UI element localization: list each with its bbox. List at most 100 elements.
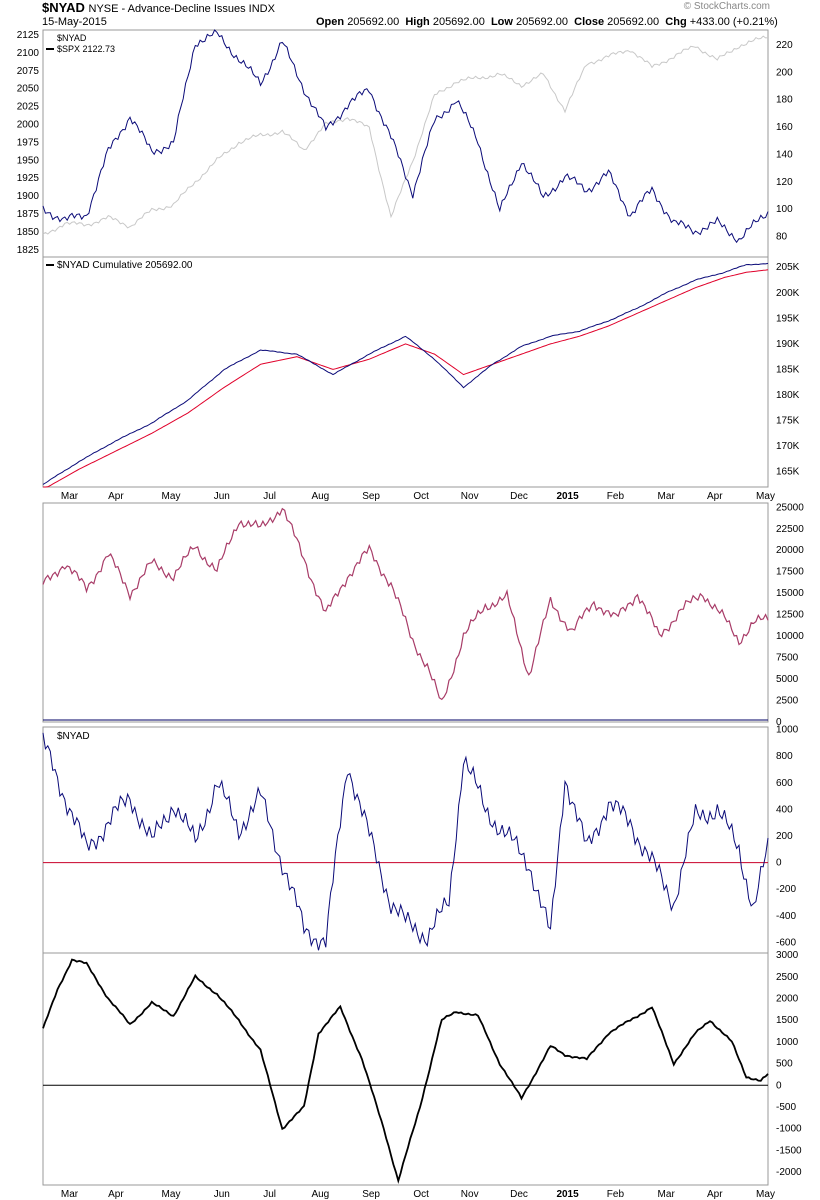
ohlc-line: Open 205692.00 High 205692.00 Low 205692… bbox=[316, 16, 778, 28]
osc2-tick-label: 200 bbox=[776, 831, 793, 842]
osc3-tick-label: 3000 bbox=[776, 950, 799, 961]
cumulative-tick-label: 205K bbox=[776, 262, 800, 273]
mid-x-label: Oct bbox=[413, 491, 429, 502]
osc2-tick-label: 0 bbox=[776, 858, 782, 869]
chg-value: +433.00 (+0.21%) bbox=[689, 16, 778, 28]
mid-x-label: Dec bbox=[510, 491, 528, 502]
left-tick-label: 2100 bbox=[17, 48, 40, 59]
osc3-line bbox=[42, 958, 769, 1185]
high-label: High bbox=[405, 16, 430, 28]
low-value: 205692.00 bbox=[516, 16, 569, 28]
mid-x-label: Jul bbox=[263, 491, 276, 502]
right-tick-label: 120 bbox=[776, 177, 793, 188]
osc3-tick-label: 2000 bbox=[776, 994, 799, 1005]
bottom-x-label: Jun bbox=[214, 1189, 230, 1200]
osc3-tick-label: -500 bbox=[776, 1102, 796, 1113]
bottom-x-label: Mar bbox=[61, 1189, 79, 1200]
bottom-x-label: Oct bbox=[413, 1189, 429, 1200]
bottom-x-label: May bbox=[162, 1189, 181, 1200]
osc1-tick-label: 12500 bbox=[776, 610, 804, 621]
bottom-x-label: Mar bbox=[658, 1189, 676, 1200]
right-tick-label: 80 bbox=[776, 231, 788, 242]
bottom-x-label: May bbox=[756, 1189, 775, 1200]
bottom-x-label: Apr bbox=[108, 1189, 124, 1200]
osc3-tick-label: -1000 bbox=[776, 1124, 802, 1135]
left-tick-label: 1900 bbox=[17, 191, 40, 202]
panel-frame-3 bbox=[42, 502, 769, 723]
osc2-tick-label: 800 bbox=[776, 751, 793, 762]
right-tick-label: 220 bbox=[776, 40, 793, 51]
left-tick-label: 1825 bbox=[17, 245, 40, 256]
high-value: 205692.00 bbox=[432, 16, 485, 28]
osc3-tick-label: -2000 bbox=[776, 1167, 802, 1178]
description: NYSE - Advance-Decline Issues INDX bbox=[88, 3, 275, 15]
osc1-tick-label: 5000 bbox=[776, 674, 799, 685]
cumulative-tick-label: 170K bbox=[776, 441, 800, 452]
osc2-tick-label: -600 bbox=[776, 937, 796, 948]
cumulative-ma-line bbox=[43, 269, 769, 488]
osc1-tick-label: 10000 bbox=[776, 631, 804, 642]
legend-cumulative: $NYAD Cumulative 205692.00 bbox=[57, 260, 193, 271]
bottom-x-label: Aug bbox=[311, 1189, 329, 1200]
watermark: © StockCharts.com bbox=[683, 1, 770, 12]
cumulative-tick-label: 165K bbox=[776, 467, 800, 478]
cumulative-tick-label: 200K bbox=[776, 288, 800, 299]
open-value: 205692.00 bbox=[347, 16, 400, 28]
mid-x-label: May bbox=[756, 491, 775, 502]
mid-x-label: 2015 bbox=[556, 491, 579, 502]
spx-line bbox=[42, 35, 769, 235]
mid-x-label: Aug bbox=[311, 491, 329, 502]
date: 15-May-2015 bbox=[42, 16, 107, 28]
panel-frame-1 bbox=[42, 29, 769, 258]
osc1-tick-label: 25000 bbox=[776, 502, 804, 513]
mid-x-label: May bbox=[162, 491, 181, 502]
cumulative-tick-label: 190K bbox=[776, 339, 800, 350]
cumulative-tick-label: 185K bbox=[776, 364, 800, 375]
left-tick-label: 1875 bbox=[17, 209, 40, 220]
low-label: Low bbox=[490, 16, 513, 28]
mid-x-label: Jun bbox=[214, 491, 230, 502]
right-tick-label: 100 bbox=[776, 204, 793, 215]
bottom-x-label: Apr bbox=[707, 1189, 723, 1200]
left-tick-label: 1925 bbox=[17, 173, 40, 184]
left-tick-label: 2125 bbox=[17, 30, 40, 41]
cumulative-tick-label: 195K bbox=[776, 313, 800, 324]
mid-x-label: Sep bbox=[362, 491, 380, 502]
mid-x-label: Nov bbox=[461, 491, 479, 502]
chart-header: $NYAD NYSE - Advance-Decline Issues INDX… bbox=[0, 0, 820, 30]
panel-frame-5 bbox=[42, 952, 769, 1186]
close-value: 205692.00 bbox=[607, 16, 660, 28]
bottom-x-label: 2015 bbox=[556, 1189, 579, 1200]
right-tick-label: 140 bbox=[776, 149, 793, 160]
left-tick-label: 1975 bbox=[17, 137, 40, 148]
bottom-x-label: Sep bbox=[362, 1189, 380, 1200]
osc3-tick-label: 1000 bbox=[776, 1037, 799, 1048]
open-label: Open bbox=[316, 16, 345, 28]
bottom-x-label: Feb bbox=[607, 1189, 625, 1200]
mid-x-label: Apr bbox=[108, 491, 124, 502]
mid-x-label: Feb bbox=[607, 491, 625, 502]
osc2-tick-label: 400 bbox=[776, 804, 793, 815]
right-tick-label: 200 bbox=[776, 67, 793, 78]
cumulative-tick-label: 180K bbox=[776, 390, 800, 401]
osc2-tick-label: -400 bbox=[776, 911, 796, 922]
osc1-tick-label: 0 bbox=[776, 717, 782, 728]
osc1-tick-label: 22500 bbox=[776, 524, 804, 535]
osc3-tick-label: 1500 bbox=[776, 1015, 799, 1026]
osc1-line bbox=[42, 507, 769, 701]
panel-frame-4 bbox=[42, 726, 769, 954]
osc3-tick-label: -1500 bbox=[776, 1145, 802, 1156]
legend-nyad: $NYAD bbox=[57, 33, 87, 43]
left-tick-label: 1950 bbox=[17, 155, 40, 166]
osc3-tick-label: 2500 bbox=[776, 972, 799, 983]
osc1-tick-label: 17500 bbox=[776, 567, 804, 578]
mid-x-label: Mar bbox=[658, 491, 676, 502]
osc3-tick-label: 0 bbox=[776, 1080, 782, 1091]
title-line: $NYAD NYSE - Advance-Decline Issues INDX bbox=[42, 0, 275, 15]
right-tick-label: 180 bbox=[776, 95, 793, 106]
legend-osc2: $NYAD bbox=[57, 731, 90, 742]
bottom-x-label: Dec bbox=[510, 1189, 528, 1200]
osc1-tick-label: 15000 bbox=[776, 588, 804, 599]
right-tick-label: 160 bbox=[776, 122, 793, 133]
